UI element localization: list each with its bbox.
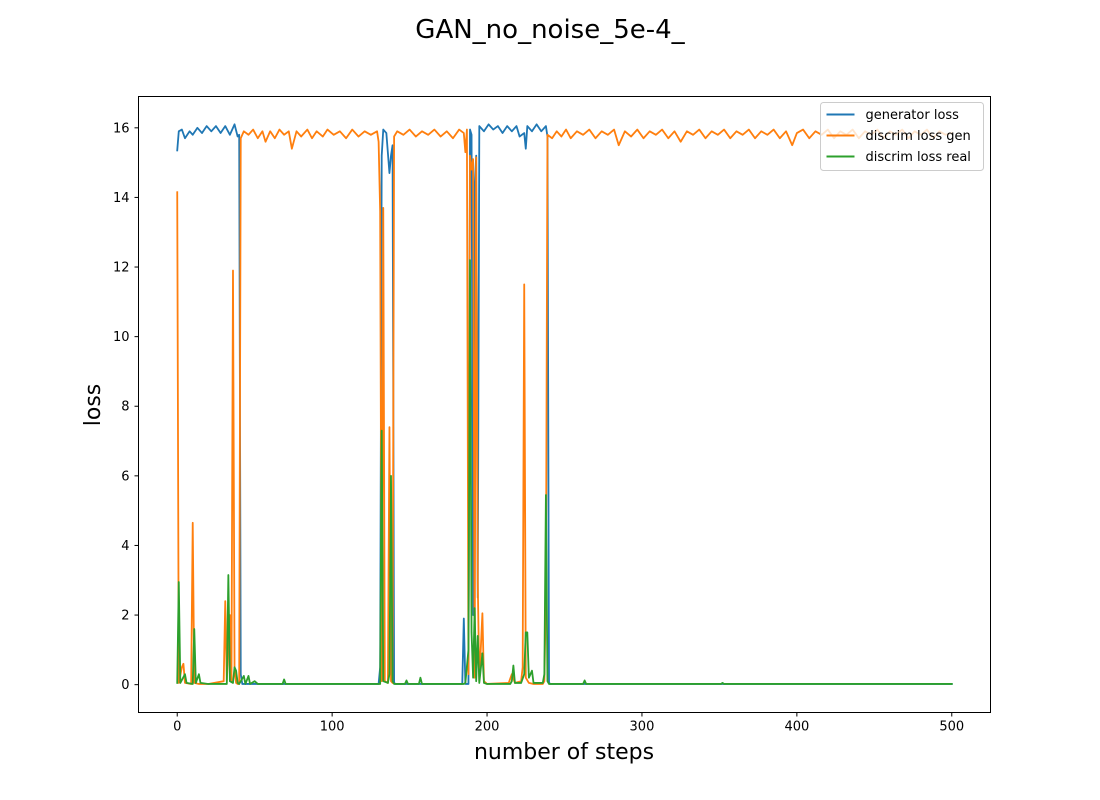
y-tick-label: 8 [121,400,129,415]
y-tick-label: 10 [113,330,130,345]
x-tick-label: 400 [784,720,809,735]
x-tick-label: 0 [173,720,181,735]
y-tick-label: 14 [113,191,130,206]
legend: generator loss discrim loss gen discrim lo… [820,102,984,171]
series-layer [176,123,953,685]
y-tick-label: 6 [121,469,129,484]
legend-label: discrim loss real [866,150,971,165]
series-line-discrim-loss-real [176,259,953,685]
x-tick-label: 200 [475,720,500,735]
plot-area [138,96,991,713]
legend-label: generator loss [866,108,960,123]
x-tick-label: 500 [939,720,964,735]
x-tick-label: 100 [320,720,345,735]
y-axis-label: loss [81,384,106,427]
y-tick-label: 16 [113,121,130,136]
y-tick-label: 2 [121,609,129,624]
ticks-layer: 0 100 200 300 400 500 0 2 4 6 8 10 12 14 16 [113,121,964,734]
legend-label: discrim loss gen [866,129,971,144]
plot-frame [138,96,991,713]
legend-box [820,102,984,171]
y-tick-label: 12 [113,261,130,276]
x-axis-label: number of steps [474,740,654,765]
y-tick-label: 0 [121,678,129,693]
y-tick-label: 4 [121,539,129,554]
x-tick-label: 300 [630,720,655,735]
chart-title: GAN_no_noise_5e-4_ [415,15,685,45]
